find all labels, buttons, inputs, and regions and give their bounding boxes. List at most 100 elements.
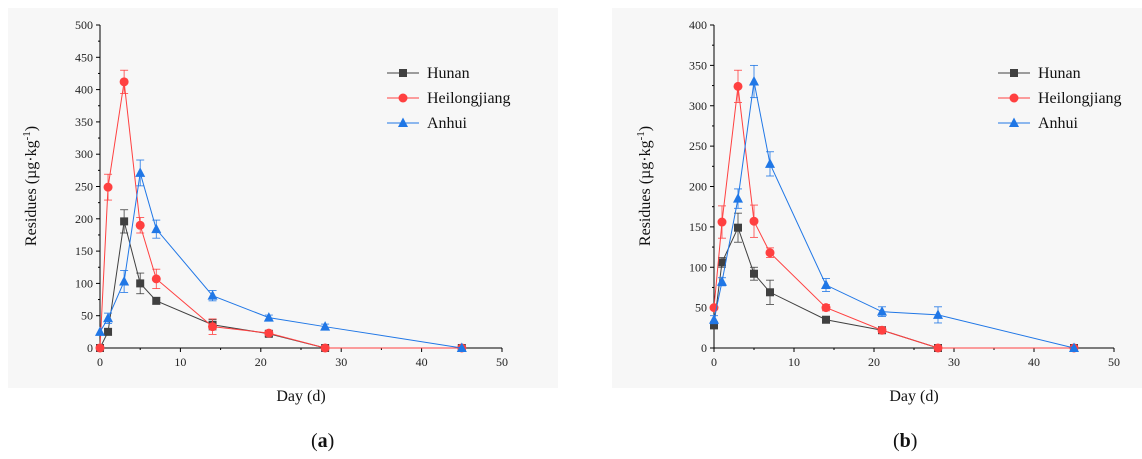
panel-b-background (612, 8, 1142, 388)
series-heilongjiang (95, 69, 467, 353)
data-point (152, 296, 161, 305)
y-axis-title: Residues (µg·kg-1) (635, 126, 654, 246)
x-tick-label: 10 (788, 355, 800, 369)
data-point (1069, 342, 1079, 352)
data-point (263, 312, 274, 322)
y-tick-label: 200 (689, 180, 707, 194)
data-point (750, 269, 758, 278)
data-point (709, 314, 719, 324)
data-point (821, 279, 831, 290)
legend-marker (1010, 69, 1018, 77)
data-point (136, 279, 145, 288)
y-tick-label: 300 (689, 99, 707, 113)
data-point (119, 77, 129, 87)
panel-label-a: (a) (311, 430, 335, 452)
data-point (104, 327, 113, 336)
chart-panel-a: 0 10 20 30 40 5005010015020025030035040045050… (21, 18, 511, 405)
y-tick-label: 400 (75, 83, 93, 97)
x-tick-label: 20 (255, 355, 267, 369)
x-axis-title: Day (d) (276, 388, 325, 405)
data-point (877, 306, 887, 316)
legend-label: Anhui (427, 115, 468, 132)
x-tick-label: 40 (1028, 355, 1040, 369)
x-tick-label: 20 (868, 355, 880, 369)
x-tick-label: 0 (97, 355, 103, 369)
series-line (99, 81, 462, 349)
data-point (135, 220, 145, 230)
data-point (103, 182, 113, 192)
series-anhui (95, 159, 467, 352)
y-tick-label: 0 (87, 341, 93, 355)
legend-label: Heilongjiang (1038, 90, 1122, 107)
x-tick-label: 40 (416, 355, 428, 369)
data-point (733, 193, 743, 203)
y-axis-title: Residues (µg·kg-1) (21, 126, 40, 246)
data-point (710, 321, 718, 330)
data-point (765, 248, 775, 258)
data-point (456, 342, 467, 352)
data-point (733, 81, 743, 91)
y-tick-label: 0 (701, 341, 707, 355)
data-point (264, 328, 274, 338)
data-point (734, 223, 742, 232)
y-tick-label: 300 (75, 147, 93, 161)
x-tick-label: 30 (948, 355, 960, 369)
series-line (99, 221, 462, 349)
y-tick-label: 500 (75, 18, 93, 32)
data-point (151, 274, 161, 284)
data-point (717, 276, 727, 286)
y-tick-label: 250 (689, 139, 707, 153)
data-point (119, 275, 130, 286)
panel-label-b: (b) (893, 430, 918, 452)
y-tick-label: 200 (75, 212, 93, 226)
data-point (717, 217, 727, 227)
y-tick-label: 150 (75, 244, 93, 258)
legend-marker (399, 69, 407, 77)
series-line (713, 81, 1075, 349)
y-tick-label: 350 (689, 58, 707, 72)
series-heilongjiang (709, 69, 1079, 353)
x-tick-label: 10 (174, 355, 186, 369)
legend-label: Anhui (1038, 115, 1079, 132)
data-point (151, 223, 162, 234)
y-tick-label: 400 (689, 18, 707, 32)
data-point (208, 322, 218, 332)
data-point (877, 325, 887, 335)
series-line (99, 172, 462, 349)
legend-label: Hunan (1038, 65, 1081, 82)
data-point (320, 343, 330, 353)
data-point (95, 326, 105, 336)
data-point (821, 303, 831, 313)
legend-label: Heilongjiang (427, 90, 511, 107)
x-axis-title: Day (d) (889, 388, 938, 405)
legend-marker (1009, 93, 1019, 103)
data-point (135, 167, 146, 177)
x-tick-label: 50 (1108, 355, 1120, 369)
legend-marker (398, 117, 408, 127)
data-point (320, 321, 331, 331)
series-line (713, 86, 1074, 349)
chart-panel-b: 0 10 20 30 40 50 0 50 100 150 200 250 300 350 400 Day (… (635, 18, 1122, 405)
data-point (207, 290, 218, 300)
data-point (822, 315, 830, 324)
y-tick-label: 450 (75, 50, 93, 64)
series-anhui (709, 64, 1079, 352)
legend-label: Hunan (427, 65, 470, 82)
data-point (103, 312, 114, 323)
legend-marker (1009, 117, 1019, 127)
x-tick-label: 50 (496, 355, 508, 369)
data-point (933, 309, 943, 319)
y-tick-label: 100 (689, 260, 707, 274)
data-point (95, 343, 105, 353)
series-line (713, 226, 1074, 349)
series-hunan (710, 212, 1078, 352)
y-tick-label: 350 (75, 115, 93, 129)
legend-marker (398, 93, 408, 103)
data-point (933, 343, 943, 353)
data-point (766, 288, 774, 297)
y-tick-label: 50 (81, 309, 93, 323)
series-hunan (96, 209, 466, 352)
y-tick-label: 50 (695, 301, 707, 315)
x-tick-label: 0 (711, 355, 717, 369)
